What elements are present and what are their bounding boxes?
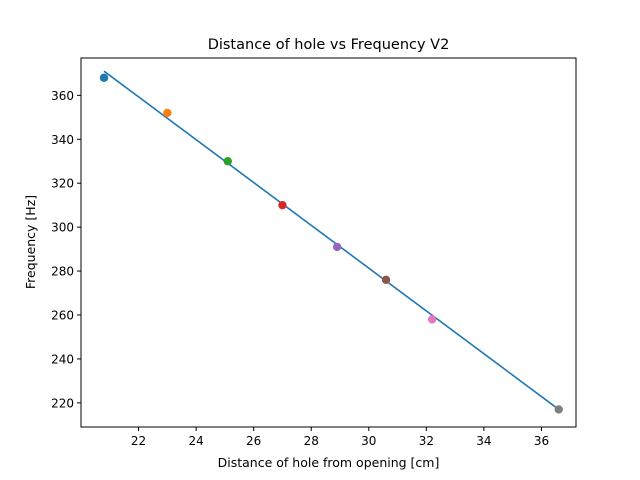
x-axis-label: Distance of hole from opening [cm] bbox=[218, 455, 440, 470]
y-tick-label: 280 bbox=[51, 265, 74, 279]
data-point-5 bbox=[332, 242, 342, 252]
x-tick-label: 26 bbox=[246, 434, 261, 448]
x-tick-label: 30 bbox=[361, 434, 376, 448]
data-point-4 bbox=[278, 200, 287, 210]
data-point-7 bbox=[427, 315, 437, 324]
plot-area bbox=[80, 57, 577, 428]
y-tick-label: 300 bbox=[51, 221, 74, 235]
y-tick-label: 240 bbox=[51, 352, 74, 366]
data-point-2 bbox=[163, 108, 172, 118]
fit-line bbox=[103, 70, 560, 411]
y-tick-label: 320 bbox=[51, 177, 74, 191]
x-tick-label: 24 bbox=[188, 434, 203, 448]
data-point-8 bbox=[554, 405, 563, 414]
x-tick-label: 36 bbox=[534, 434, 549, 448]
chart-title: Distance of hole vs Frequency V2 bbox=[208, 37, 450, 53]
y-axis-ticks: 220 240 260 280 300 320 340 360 bbox=[51, 89, 81, 410]
y-tick-label: 360 bbox=[51, 89, 74, 103]
y-axis-label: Frequency [Hz] bbox=[23, 195, 38, 289]
data-point-6 bbox=[381, 275, 391, 285]
x-axis-ticks: 22 24 26 28 30 32 34 36 bbox=[131, 427, 549, 448]
x-tick-label: 28 bbox=[304, 434, 319, 448]
x-tick-label: 22 bbox=[131, 434, 146, 448]
x-tick-label: 34 bbox=[476, 434, 491, 448]
y-tick-label: 220 bbox=[51, 396, 74, 410]
y-tick-label: 260 bbox=[51, 308, 74, 322]
data-point-1 bbox=[99, 73, 109, 82]
data-point-3 bbox=[223, 157, 232, 166]
y-tick-label: 340 bbox=[51, 133, 74, 147]
plot-frame bbox=[80, 57, 577, 428]
x-tick-label: 32 bbox=[419, 434, 434, 448]
